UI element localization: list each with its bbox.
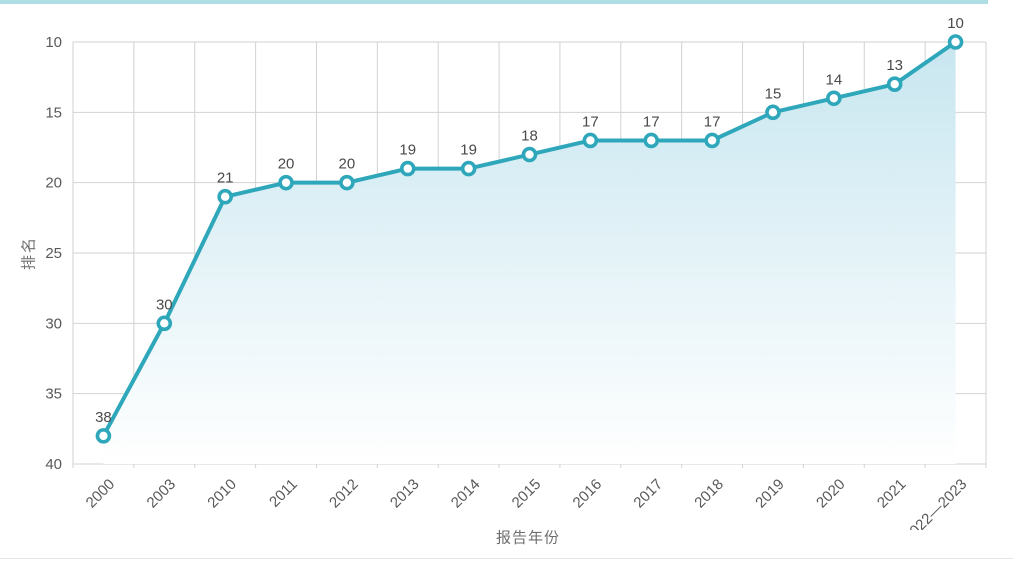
data-point[interactable]: [886, 76, 903, 92]
data-point[interactable]: [339, 174, 355, 191]
x-tick-label: 2003: [144, 476, 180, 512]
x-tick-label: 2011: [266, 476, 301, 511]
y-tick-label: 25: [45, 245, 62, 262]
data-label: 10: [947, 15, 964, 32]
x-tick-label: 2000: [83, 476, 119, 512]
bottom-divider: [0, 558, 1013, 559]
data-label: 20: [339, 156, 356, 173]
data-label: 30: [156, 296, 173, 313]
x-tick-label: 2020: [813, 476, 849, 512]
x-tick-label: 2010: [204, 476, 240, 512]
data-point[interactable]: [399, 160, 416, 177]
y-tick-label: 30: [45, 315, 62, 332]
x-axis-title: 报告年份: [495, 529, 561, 547]
data-point[interactable]: [521, 146, 538, 163]
data-label: 18: [521, 128, 538, 145]
y-axis-title: 排名: [20, 235, 38, 271]
data-point[interactable]: [947, 34, 964, 50]
x-tick-label: 2022—2023: [901, 476, 971, 530]
data-point[interactable]: [95, 428, 112, 444]
data-label: 19: [460, 142, 477, 159]
data-point[interactable]: [765, 104, 781, 121]
y-tick-label: 35: [45, 386, 62, 403]
x-tick-label: 2019: [752, 476, 788, 512]
y-tick-label: 40: [45, 456, 62, 473]
area-fill: [103, 42, 956, 464]
x-tick-label: 2017: [630, 476, 666, 512]
x-tick-label: 2014: [448, 476, 484, 512]
data-point[interactable]: [704, 132, 720, 149]
x-tick-label: 2016: [570, 476, 606, 512]
data-label: 15: [765, 85, 782, 102]
data-label: 14: [825, 71, 842, 88]
data-point[interactable]: [582, 132, 599, 149]
x-tick-label: 2013: [387, 476, 423, 512]
data-label: 21: [217, 170, 234, 187]
data-label: 19: [399, 142, 416, 159]
top-accent-bar: [0, 0, 988, 4]
data-point[interactable]: [460, 160, 477, 177]
data-label: 17: [704, 113, 721, 130]
x-tick-label: 2021: [874, 476, 910, 512]
x-tick-label: 2012: [326, 476, 362, 512]
y-tick-label: 20: [45, 175, 62, 192]
data-point[interactable]: [826, 90, 842, 107]
data-point[interactable]: [278, 174, 294, 191]
y-tick-label: 10: [45, 34, 62, 51]
data-label: 38: [95, 409, 112, 426]
data-label: 17: [582, 113, 599, 130]
x-tick-label: 2018: [691, 476, 727, 512]
data-label: 13: [886, 57, 903, 74]
data-point[interactable]: [156, 315, 173, 332]
data-label: 17: [643, 113, 660, 130]
data-label: 20: [278, 156, 295, 173]
y-tick-label: 15: [45, 104, 62, 121]
x-tick-label: 2015: [509, 476, 545, 512]
data-point[interactable]: [217, 188, 233, 205]
data-point[interactable]: [643, 132, 660, 149]
